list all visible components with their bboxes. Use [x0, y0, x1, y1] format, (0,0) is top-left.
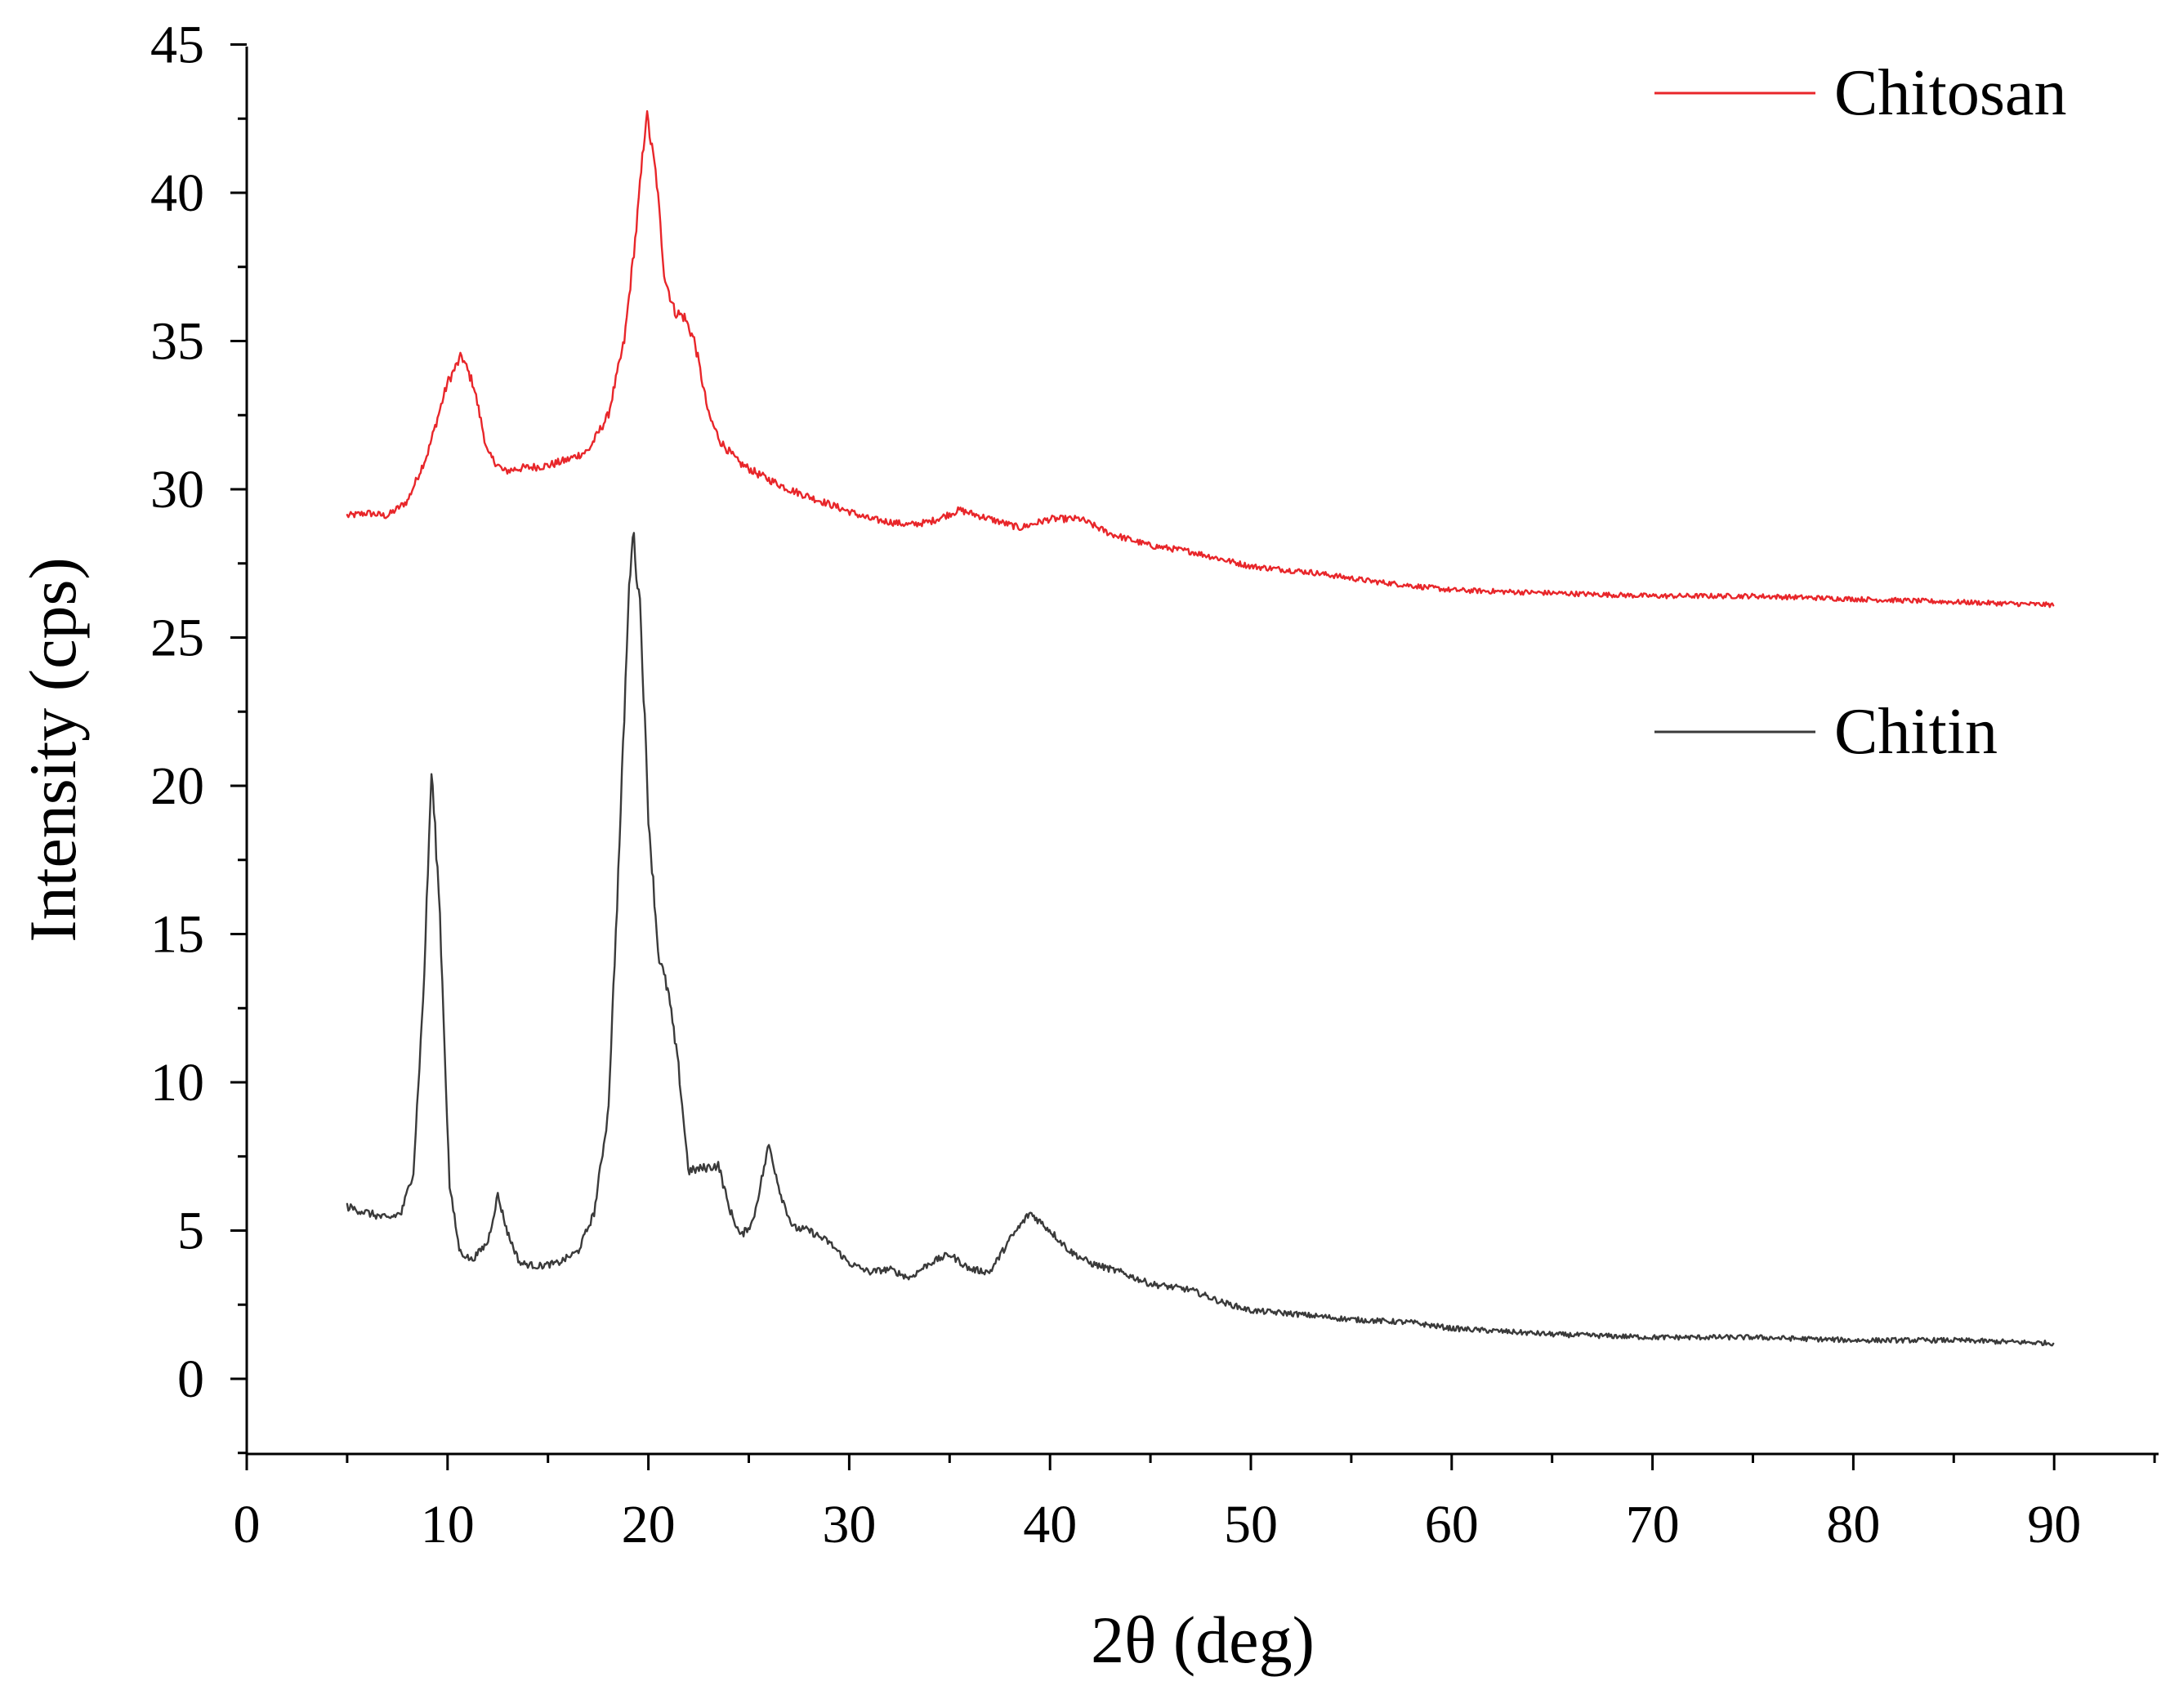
- y-tick-label: 15: [150, 905, 204, 965]
- x-tick-label: 80: [1826, 1495, 1880, 1554]
- y-tick-label: 40: [150, 163, 204, 223]
- y-tick-label: 10: [150, 1053, 204, 1113]
- x-axis-title: 2θ (deg): [1091, 1603, 1315, 1677]
- series-line-chitin: [346, 532, 2055, 1347]
- x-tick-label: 40: [1023, 1495, 1077, 1554]
- y-tick-label: 20: [150, 756, 204, 816]
- x-tick-label: 0: [234, 1495, 261, 1554]
- legend-chitosan-label: Chitosan: [1834, 57, 2066, 129]
- legend-chitin-label: Chitin: [1834, 696, 1998, 768]
- y-tick-label: 45: [150, 16, 204, 75]
- series-line-chitosan: [346, 109, 2055, 609]
- x-tick-label: 70: [1626, 1495, 1680, 1554]
- x-tick-label: 10: [421, 1495, 475, 1554]
- x-tick-label: 60: [1425, 1495, 1479, 1554]
- y-axis-title: Intensity (cps): [16, 557, 90, 942]
- y-tick-label: 30: [150, 460, 204, 520]
- axes: [245, 47, 2159, 1456]
- y-ticks: 0 5 10 15 20 25 30 35 40 45: [150, 16, 247, 1455]
- y-tick-label: 35: [150, 312, 204, 372]
- x-tick-label: 20: [622, 1495, 676, 1554]
- y-tick-label: 5: [177, 1202, 204, 1261]
- y-tick-label: 25: [150, 609, 204, 668]
- x-tick-label: 50: [1224, 1495, 1278, 1554]
- x-tick-label: 30: [822, 1495, 876, 1554]
- y-tick-label: 0: [177, 1349, 204, 1409]
- x-ticks: 0 10 20 30 40 50 60 70 80 90: [234, 1454, 2156, 1554]
- legend: Chitosan Chitin: [1654, 57, 2066, 768]
- x-tick-label: 90: [2027, 1495, 2081, 1554]
- series-group: [346, 109, 2055, 1347]
